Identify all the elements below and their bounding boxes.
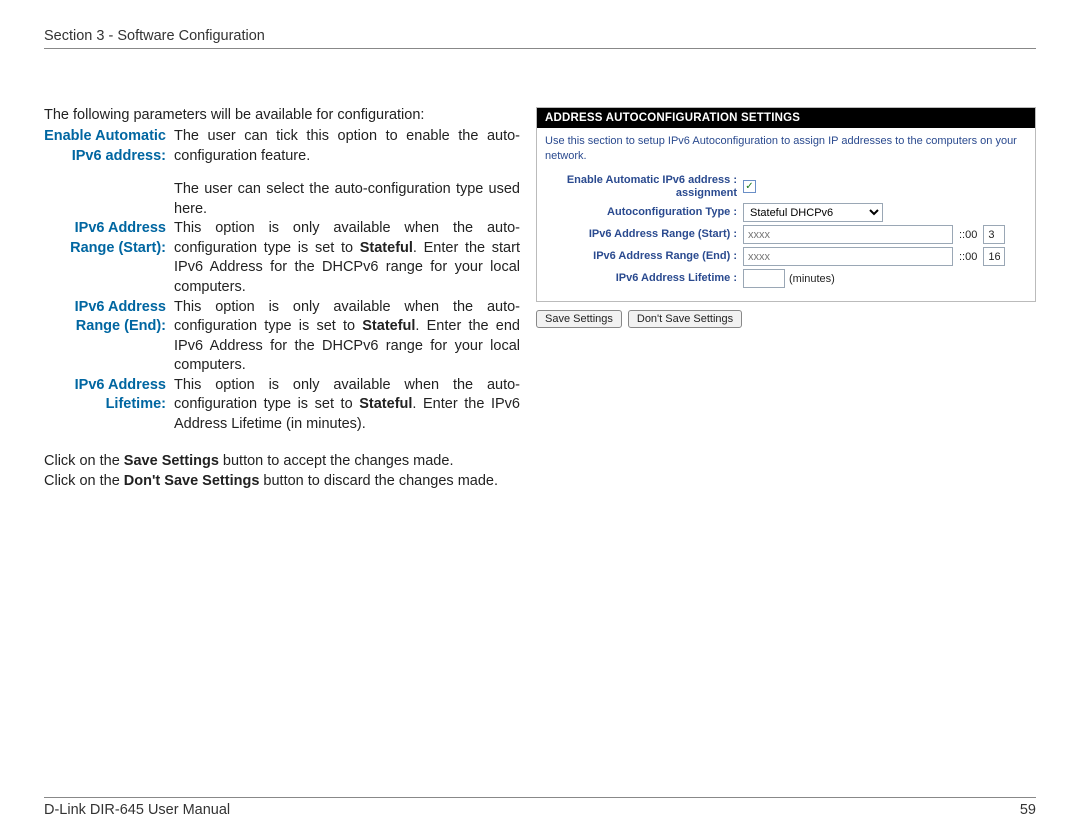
range-end-input[interactable] (743, 247, 953, 266)
settings-column: ADDRESS AUTOCONFIGURATION SETTINGS Use t… (536, 107, 1036, 492)
def-desc-lifetime: This option is only available when the a… (174, 376, 520, 435)
row-type: Autoconfiguration Type : Stateful DHCPv6 (545, 203, 1027, 222)
def-term-enable: Enable Automatic IPv6 address: (44, 127, 174, 219)
def-row: IPv6 Address Range (End): This option is… (44, 298, 520, 376)
def-desc-rstart: This option is only available when the a… (174, 219, 520, 297)
footer-page: 59 (1020, 802, 1036, 818)
range-start-input[interactable] (743, 225, 953, 244)
page-header: Section 3 - Software Configuration (44, 28, 1036, 49)
def-row: IPv6 Address Range (Start): This option … (44, 219, 520, 297)
range-end-sep: ::00 (957, 251, 979, 263)
dont-save-button[interactable]: Don't Save Settings (628, 310, 742, 328)
button-row: Save Settings Don't Save Settings (536, 310, 1036, 328)
row-range-end: IPv6 Address Range (End) : ::00 (545, 247, 1027, 266)
def-desc-enable: The user can tick this option to enable … (174, 127, 520, 219)
lifetime-input[interactable] (743, 269, 785, 288)
bottom-instructions: Click on the Save Settings button to acc… (44, 452, 520, 491)
footer-manual: D-Link DIR-645 User Manual (44, 802, 230, 818)
panel-description: Use this section to setup IPv6 Autoconfi… (545, 134, 1027, 164)
def-term-rstart: IPv6 Address Range (Start): (44, 219, 174, 297)
autoconfig-panel: ADDRESS AUTOCONFIGURATION SETTINGS Use t… (536, 107, 1036, 302)
def-row: Enable Automatic IPv6 address: The user … (44, 127, 520, 219)
label-lifetime: IPv6 Address Lifetime : (545, 272, 743, 285)
label-type: Autoconfiguration Type : (545, 206, 743, 219)
label-range-end: IPv6 Address Range (End) : (545, 250, 743, 263)
def-row: IPv6 Address Lifetime: This option is on… (44, 376, 520, 435)
range-start-sep: ::00 (957, 229, 979, 241)
content-wrap: The following parameters will be availab… (44, 107, 1036, 492)
section-title: Section 3 - Software Configuration (44, 28, 265, 44)
row-range-start: IPv6 Address Range (Start) : ::00 (545, 225, 1027, 244)
description-column: The following parameters will be availab… (44, 107, 520, 492)
def-desc-rend: This option is only available when the a… (174, 298, 520, 376)
range-end-suffix[interactable] (983, 247, 1005, 266)
label-range-start: IPv6 Address Range (Start) : (545, 228, 743, 241)
enable-checkbox[interactable]: ✓ (743, 180, 756, 193)
panel-title: ADDRESS AUTOCONFIGURATION SETTINGS (537, 108, 1035, 128)
lifetime-unit: (minutes) (789, 273, 835, 285)
row-enable: Enable Automatic IPv6 address :assignmen… (545, 174, 1027, 200)
def-term-lifetime: IPv6 Address Lifetime: (44, 376, 174, 435)
page-footer: D-Link DIR-645 User Manual 59 (44, 797, 1036, 818)
def-term-rend: IPv6 Address Range (End): (44, 298, 174, 376)
intro-text: The following parameters will be availab… (44, 107, 520, 123)
panel-body: Use this section to setup IPv6 Autoconfi… (537, 128, 1035, 301)
row-lifetime: IPv6 Address Lifetime : (minutes) (545, 269, 1027, 288)
range-start-suffix[interactable] (983, 225, 1005, 244)
save-button[interactable]: Save Settings (536, 310, 622, 328)
label-enable: Enable Automatic IPv6 address :assignmen… (567, 174, 737, 199)
autoconfig-type-select[interactable]: Stateful DHCPv6 (743, 203, 883, 222)
